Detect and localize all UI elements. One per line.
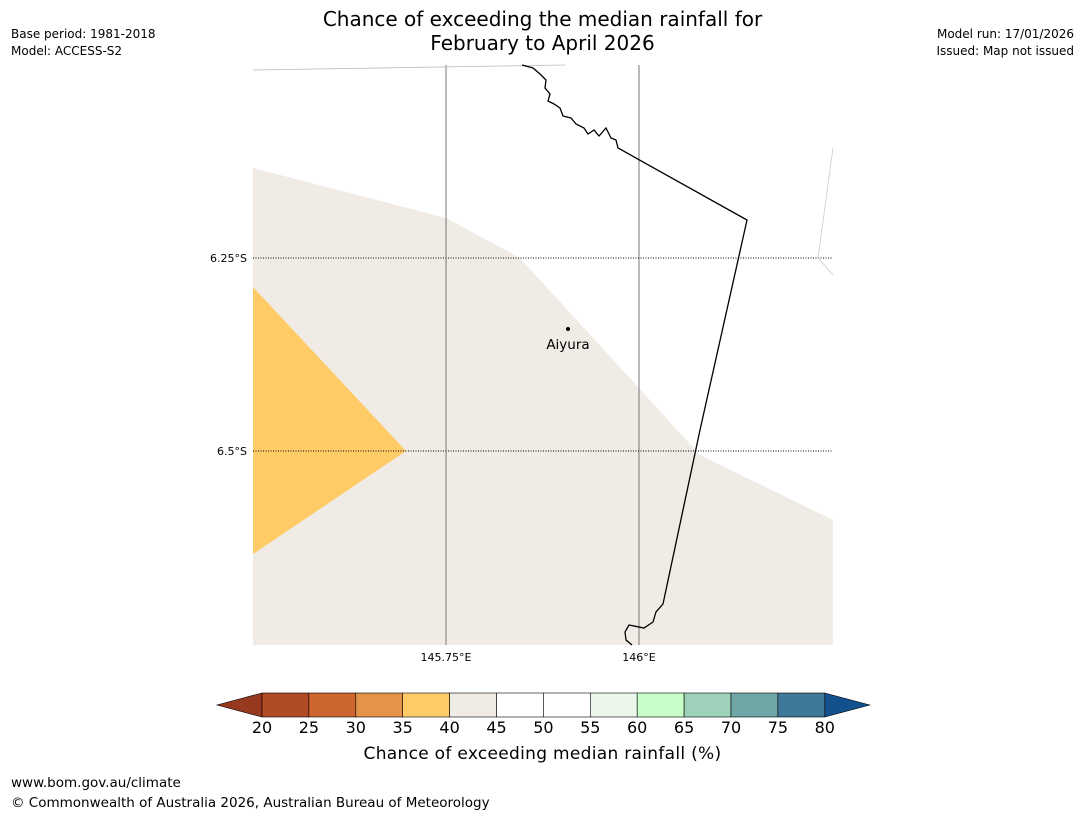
region-35-40: [253, 287, 406, 554]
colorbar-swatch: [355, 692, 403, 718]
lat-label-6-25: 6.25°S: [210, 252, 247, 265]
colorbar-swatch: [402, 692, 450, 718]
colorbar-title: Chance of exceeding median rainfall (%): [363, 744, 722, 764]
issued-status: Issued: Map not issued: [936, 44, 1074, 58]
colorbar-swatch: [543, 692, 591, 718]
footer-copyright: © Commonwealth of Australia 2026, Austra…: [11, 795, 490, 811]
title-line-1: Chance of exceeding the median rainfall …: [322, 7, 763, 31]
colorbar-tick-label: 65: [673, 718, 695, 737]
place-label-aiyura: Aiyura: [546, 337, 589, 353]
colorbar-tick-label: 25: [298, 718, 320, 737]
chart-title: Chance of exceeding the median rainfall …: [240, 7, 845, 55]
colorbar-swatch: [449, 692, 497, 718]
colorbar-tick-label: 45: [486, 718, 507, 737]
model-name: Model: ACCESS-S2: [11, 44, 123, 58]
colorbar-tick-label: 55: [580, 718, 601, 737]
colorbar-swatch: [730, 692, 779, 718]
model-run: Model run: 17/01/2026: [936, 27, 1074, 41]
colorbar-swatch: [261, 692, 310, 718]
lat-label-6-5: 6.5°S: [217, 445, 247, 458]
footer-url: www.bom.gov.au/climate: [11, 775, 181, 791]
colorbar-tick-label: 80: [814, 718, 835, 737]
meta-right: Model run: 17/01/2026 Issued: Map not is…: [936, 26, 1074, 60]
region-40-45: [253, 168, 833, 645]
colorbar-tick-label: 50: [533, 718, 554, 737]
colorbar-swatch: [308, 692, 357, 718]
title-line-2: February to April 2026: [430, 31, 655, 55]
colorbar-tick-label: 30: [345, 718, 366, 737]
colorbar-swatch: [777, 692, 826, 718]
colorbar-swatch: [636, 692, 685, 718]
colorbar-over-arrow: [824, 692, 871, 718]
colorbar-swatch: [496, 692, 544, 718]
base-period: Base period: 1981-2018: [11, 27, 156, 41]
colorbar-swatch: [683, 692, 732, 718]
colorbar-tick-label: 60: [627, 718, 648, 737]
colorbar-tick-label: 20: [251, 718, 273, 737]
colorbar: [215, 692, 871, 718]
colorbar-tick-label: 70: [720, 718, 742, 737]
colorbar-tick-label: 40: [439, 718, 460, 737]
province-border: [521, 64, 748, 646]
aiyura-marker: [566, 327, 570, 331]
colorbar-under-arrow: [215, 692, 263, 718]
meta-left: Base period: 1981-2018 Model: ACCESS-S2: [11, 26, 156, 60]
lon-label-146: 146°E: [622, 651, 655, 664]
colorbar-tick-label: 75: [767, 718, 789, 737]
faint-boundary-top: [252, 64, 566, 71]
colorbar-tick-label: 35: [392, 718, 413, 737]
lon-label-145-75: 145.75°E: [421, 651, 472, 664]
colorbar-swatch: [589, 692, 638, 718]
faint-boundary-right: [817, 147, 834, 276]
